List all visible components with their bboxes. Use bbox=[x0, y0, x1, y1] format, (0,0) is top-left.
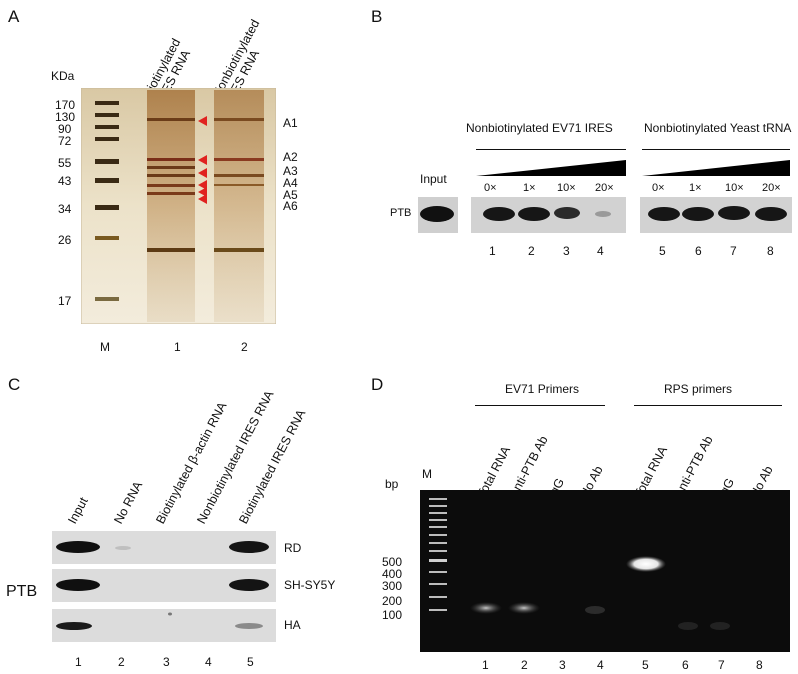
panel-d-letter: D bbox=[371, 375, 384, 394]
marker-label: 55 bbox=[58, 156, 72, 170]
marker-label: 26 bbox=[58, 233, 72, 247]
panel-a-letter: A bbox=[8, 7, 20, 26]
panel-b-letter: B bbox=[371, 7, 383, 26]
lane-number: 1 bbox=[75, 655, 82, 669]
lane-number: 2 bbox=[521, 658, 528, 672]
ratio-label: 1× bbox=[689, 182, 702, 194]
ratio-label: 0× bbox=[652, 182, 665, 194]
ratio-label: 10× bbox=[557, 182, 576, 194]
lane2-bands bbox=[214, 118, 264, 252]
group-bracket-ev71 bbox=[475, 405, 605, 407]
size-label: 300 bbox=[382, 579, 403, 593]
ratio-label: 20× bbox=[595, 182, 614, 194]
arrowhead-icon bbox=[198, 155, 207, 165]
size-label: 400 bbox=[382, 567, 403, 581]
band-label: A6 bbox=[283, 199, 298, 213]
silver-stain-gel bbox=[81, 88, 276, 324]
marker-label: 170 bbox=[55, 98, 76, 112]
size-label: 200 bbox=[382, 594, 403, 608]
lane-number: 5 bbox=[247, 655, 254, 669]
group-label-ev71-ires: Nonbiotinylated EV71 IRES bbox=[466, 121, 613, 135]
ratio-label: 10× bbox=[725, 182, 744, 194]
lane-number: 7 bbox=[730, 244, 737, 258]
lane-number: M bbox=[100, 340, 110, 354]
blot-ha bbox=[52, 609, 276, 642]
size-label: 100 bbox=[382, 608, 403, 622]
band-label: A4 bbox=[283, 176, 298, 190]
lane-header-no-rna: No RNA bbox=[111, 479, 146, 527]
ratio-label: 0× bbox=[484, 182, 497, 194]
blot-ev71-competition bbox=[471, 197, 626, 233]
lane-number: 6 bbox=[695, 244, 702, 258]
group-bracket-1 bbox=[476, 149, 626, 151]
band-label: A5 bbox=[283, 188, 298, 202]
lane-number: 3 bbox=[163, 655, 170, 669]
input-label: Input bbox=[420, 172, 447, 186]
lane-header-biotinylated-actin: Biotinylated β-actin RNA bbox=[153, 399, 230, 527]
blot-rd bbox=[52, 531, 276, 564]
lane-number: 4 bbox=[597, 244, 604, 258]
band-label: A1 bbox=[283, 116, 298, 130]
marker-label: 130 bbox=[55, 110, 76, 124]
blot-sh-sy5y bbox=[52, 569, 276, 602]
ptb-label: PTB bbox=[6, 583, 38, 600]
bp-label: bp bbox=[385, 477, 399, 491]
marker-bands bbox=[95, 101, 119, 301]
blot-trna-competition bbox=[640, 197, 792, 233]
ratio-label: 1× bbox=[523, 182, 536, 194]
red-arrowheads bbox=[198, 116, 207, 204]
panel-c-letter: C bbox=[8, 375, 21, 394]
arrowhead-icon bbox=[198, 187, 207, 197]
group-label-rps-primers: RPS primers bbox=[664, 382, 733, 396]
lane-number: 8 bbox=[767, 244, 774, 258]
lane-number: 8 bbox=[756, 658, 763, 672]
concentration-wedge-2 bbox=[642, 160, 790, 176]
marker-label: 34 bbox=[58, 202, 72, 216]
dna-ladder bbox=[429, 498, 447, 611]
lane-number: 6 bbox=[682, 658, 689, 672]
lane-number: 1 bbox=[482, 658, 489, 672]
agarose-gel bbox=[420, 490, 790, 652]
lane-number: 5 bbox=[659, 244, 666, 258]
group-label-ev71-primers: EV71 Primers bbox=[505, 382, 580, 396]
marker-label: 72 bbox=[58, 134, 72, 148]
lane-number: 7 bbox=[718, 658, 725, 672]
marker-label: 43 bbox=[58, 174, 72, 188]
lane1-bands bbox=[147, 118, 195, 252]
lane-number: 3 bbox=[563, 244, 570, 258]
arrowhead-icon bbox=[198, 194, 207, 204]
group-bracket-rps bbox=[634, 405, 782, 407]
lane-header-input: Input bbox=[65, 495, 91, 527]
lane-number: 2 bbox=[528, 244, 535, 258]
kda-label: KDa bbox=[51, 69, 75, 83]
lane-number: 4 bbox=[205, 655, 212, 669]
concentration-wedge-1 bbox=[476, 160, 626, 176]
ptb-label: PTB bbox=[390, 207, 412, 219]
band-label: A3 bbox=[283, 164, 298, 178]
lane-number: 3 bbox=[559, 658, 566, 672]
marker-lane-label: M bbox=[422, 467, 432, 481]
ratio-label: 20× bbox=[762, 182, 781, 194]
group-label-yeast-trna: Nonbiotinylated Yeast tRNA bbox=[644, 121, 792, 135]
arrowhead-icon bbox=[198, 116, 207, 126]
lane-number: 4 bbox=[597, 658, 604, 672]
arrowhead-icon bbox=[198, 180, 207, 190]
arrowhead-icon bbox=[198, 168, 207, 178]
cell-line-label: HA bbox=[284, 618, 301, 632]
lane-number: 2 bbox=[241, 340, 248, 354]
band-label: A2 bbox=[283, 150, 298, 164]
lane-number: 5 bbox=[642, 658, 649, 672]
lane-number: 2 bbox=[118, 655, 125, 669]
marker-label: 90 bbox=[58, 122, 72, 136]
lane-header-nonbiotinylated-ires: Nonbiotinylated IRES RNA bbox=[194, 388, 277, 527]
size-label: 500 bbox=[382, 555, 403, 569]
lane-number: 1 bbox=[174, 340, 181, 354]
marker-label: 17 bbox=[58, 294, 72, 308]
group-bracket-2 bbox=[642, 149, 790, 151]
lane-number: 1 bbox=[489, 244, 496, 258]
cell-line-label: SH-SY5Y bbox=[284, 578, 336, 592]
cell-line-label: RD bbox=[284, 541, 302, 555]
input-blot bbox=[418, 197, 458, 233]
